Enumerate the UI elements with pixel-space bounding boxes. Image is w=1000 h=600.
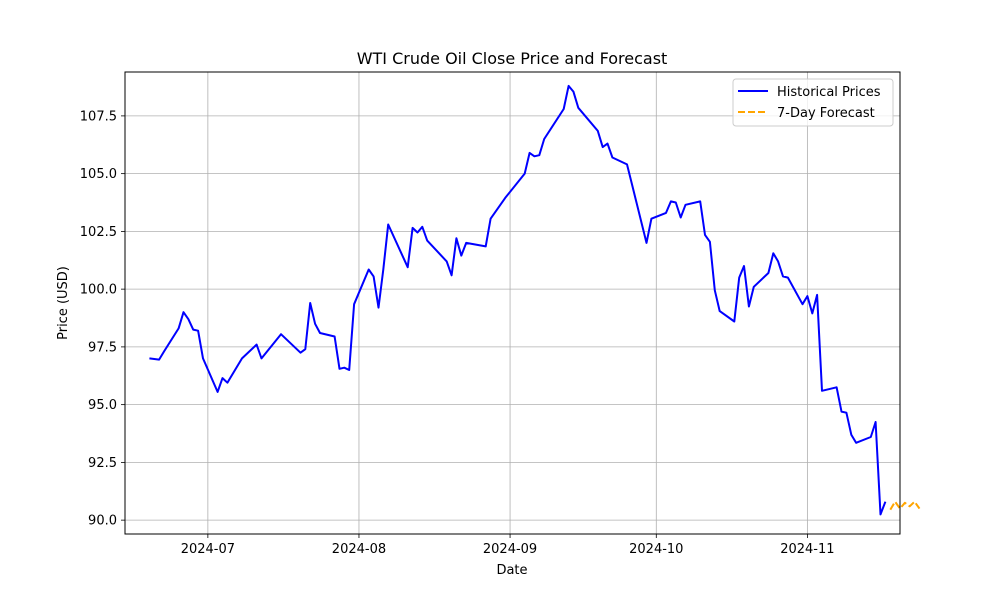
plot-area <box>125 72 900 534</box>
legend-label-historical: Historical Prices <box>777 85 881 100</box>
chart-title: WTI Crude Oil Close Price and Forecast <box>357 49 668 68</box>
y-axis-label: Price (USD) <box>56 266 71 340</box>
x-tick-label: 2024-09 <box>483 542 537 557</box>
historical-price-line <box>149 84 887 516</box>
y-tick-label: 90.0 <box>88 514 117 529</box>
x-tick-label: 2024-10 <box>629 542 683 557</box>
y-tick-label: 107.5 <box>80 109 117 124</box>
legend-box <box>732 78 894 127</box>
y-axis: 90.0 92.5 95.0 97.5 100.0 102.5 105.0 107.5 <box>80 109 125 529</box>
y-tick-label: 105.0 <box>80 167 117 182</box>
series-layer <box>149 84 921 516</box>
legend-label-forecast: 7-Day Forecast <box>777 106 875 121</box>
x-axis-label: Date <box>496 563 527 578</box>
forecast-line <box>889 500 921 511</box>
x-tick-label: 2024-07 <box>181 542 235 557</box>
y-tick-label: 95.0 <box>88 398 117 413</box>
legend: Historical Prices 7-Day Forecast <box>732 78 894 127</box>
x-axis: 2024-07 2024-08 2024-09 2024-10 2024-11 <box>181 534 835 557</box>
plot-frame <box>124 71 901 535</box>
x-tick-label: 2024-08 <box>332 542 386 557</box>
y-tick-label: 92.5 <box>88 456 117 471</box>
y-tick-label: 97.5 <box>88 340 117 355</box>
y-tick-label: 102.5 <box>80 225 117 240</box>
y-tick-label: 100.0 <box>80 283 117 298</box>
x-tick-label: 2024-11 <box>780 542 834 557</box>
